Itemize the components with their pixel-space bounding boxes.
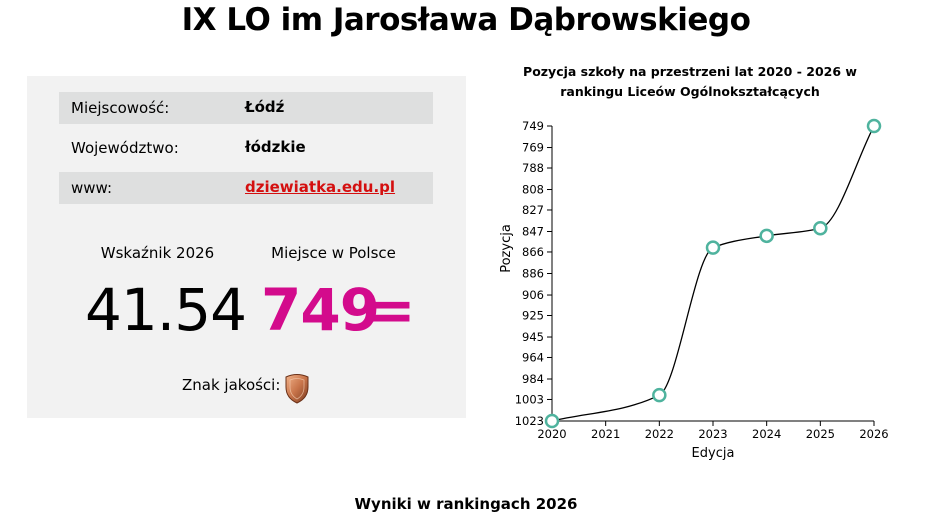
x-tick-label: 2024 bbox=[752, 427, 781, 441]
page-title: IX LO im Jarosława Dąbrowskiego bbox=[181, 2, 751, 38]
city-value: Łódź bbox=[245, 98, 285, 116]
x-tick-label: 2022 bbox=[645, 427, 674, 441]
voivodeship-value: łódzkie bbox=[245, 138, 306, 156]
footer-caption: Wyniki w rankingach 2026 bbox=[354, 495, 578, 513]
y-tick-label: 788 bbox=[522, 161, 544, 175]
chart-title: Pozycja szkoły na przestrzeni lat 2020 -… bbox=[523, 64, 857, 99]
data-point bbox=[813, 221, 828, 236]
y-tick-label: 984 bbox=[522, 372, 544, 386]
x-tick-label: 2026 bbox=[859, 427, 888, 441]
y-tick-label: 827 bbox=[522, 203, 544, 217]
quality-label: Znak jakości: bbox=[182, 376, 281, 394]
voivodeship-label: Województwo: bbox=[71, 139, 179, 157]
y-tick-label: 749 bbox=[522, 119, 544, 133]
y-tick-label: 808 bbox=[522, 183, 544, 197]
info-row-website: www: dziewiatka.edu.pl bbox=[59, 172, 433, 204]
rank-label: Miejsce w Polsce bbox=[271, 244, 396, 262]
y-tick-label: 925 bbox=[522, 308, 544, 322]
info-row-city: Miejscowość: Łódź bbox=[59, 92, 433, 124]
x-tick-label: 2023 bbox=[698, 427, 727, 441]
rank-value: 749 bbox=[261, 276, 380, 344]
y-tick-label: 769 bbox=[522, 141, 544, 155]
data-point bbox=[705, 240, 721, 255]
y-tick-label: 866 bbox=[522, 245, 544, 259]
y-tick-label: 945 bbox=[522, 330, 544, 344]
x-tick-label: 2025 bbox=[806, 427, 835, 441]
y-tick-label: 847 bbox=[522, 225, 544, 239]
data-point bbox=[866, 118, 882, 134]
y-tick-label: 1023 bbox=[515, 414, 544, 428]
y-axis-label: Pozycja bbox=[499, 224, 514, 273]
website-link[interactable]: dziewiatka.edu.pl bbox=[245, 178, 396, 196]
score-value: 41.54 bbox=[85, 276, 247, 344]
x-tick-label: 2020 bbox=[537, 427, 566, 441]
ranking-line-chart: 749 769 788 808 827 847 866 886 906 925 945 964 984 1… bbox=[499, 118, 889, 461]
data-point bbox=[652, 387, 667, 403]
y-tick-label: 964 bbox=[522, 350, 544, 364]
rank-trend-indicator: = bbox=[367, 276, 416, 344]
school-info-card: Miejscowość: Łódź Województwo: łódzkie w… bbox=[27, 76, 466, 418]
x-axis-label: Edycja bbox=[692, 446, 735, 461]
info-row-voivodeship: Województwo: łódzkie bbox=[59, 132, 433, 164]
x-tick-label: 2021 bbox=[591, 427, 620, 441]
city-label: Miejscowość: bbox=[71, 99, 170, 117]
y-tick-label: 906 bbox=[522, 288, 544, 302]
y-tick-label: 1003 bbox=[515, 392, 544, 406]
bronze-shield-icon bbox=[283, 372, 311, 404]
website-label: www: bbox=[71, 179, 113, 197]
data-point bbox=[544, 413, 560, 429]
data-point bbox=[759, 228, 774, 244]
y-tick-label: 886 bbox=[522, 267, 544, 281]
series-line bbox=[551, 125, 875, 422]
score-label: Wskaźnik 2026 bbox=[100, 244, 215, 262]
